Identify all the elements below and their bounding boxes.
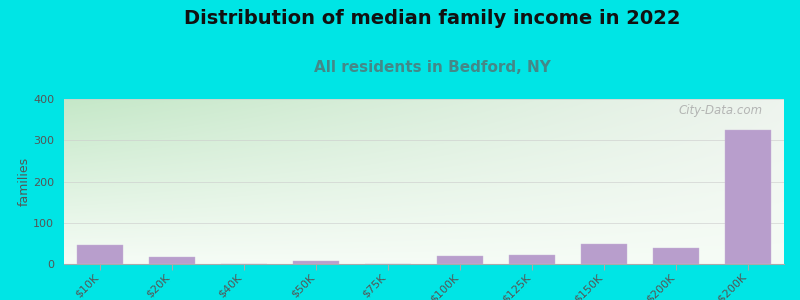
Bar xyxy=(581,244,627,264)
Text: City-Data.com: City-Data.com xyxy=(678,104,762,117)
Bar xyxy=(149,256,195,264)
Bar xyxy=(437,256,483,264)
Bar xyxy=(725,130,771,264)
Text: All residents in Bedford, NY: All residents in Bedford, NY xyxy=(314,60,550,75)
Bar xyxy=(77,245,123,264)
Bar xyxy=(653,248,699,264)
Bar xyxy=(293,261,339,264)
Text: Distribution of median family income in 2022: Distribution of median family income in … xyxy=(184,9,680,28)
Bar xyxy=(509,255,555,264)
Y-axis label: families: families xyxy=(18,157,30,206)
